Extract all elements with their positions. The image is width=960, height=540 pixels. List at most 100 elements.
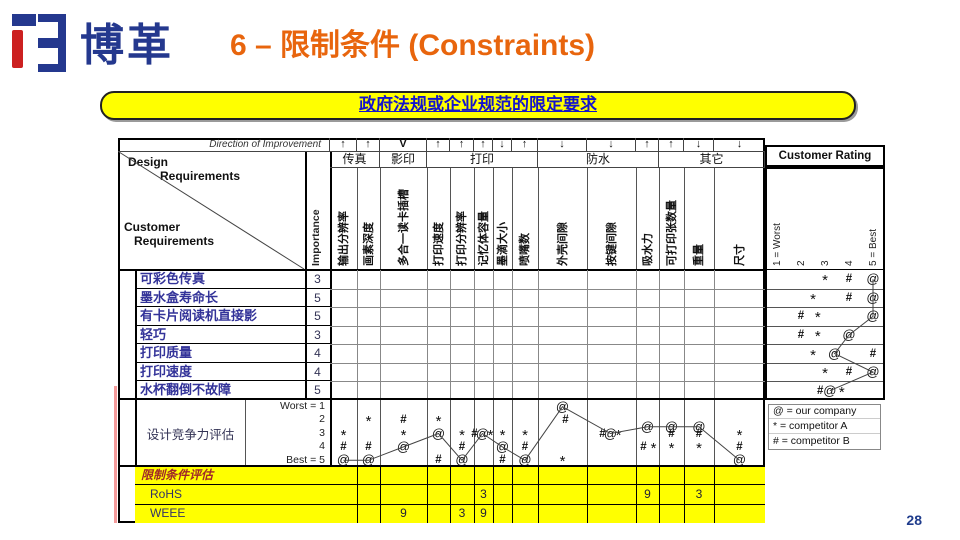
rating-scale-label: 5 = Best xyxy=(867,229,879,266)
rating-scale-label: 4 xyxy=(843,260,855,266)
constraint-value: 3 xyxy=(480,487,487,501)
grid-line xyxy=(135,270,137,523)
grid-line xyxy=(357,467,358,523)
doi-arrow: ↓ xyxy=(684,138,714,152)
grid-line xyxy=(450,168,451,270)
constraint-row-label: RoHS xyxy=(150,487,183,501)
grid-line xyxy=(330,325,765,327)
grid-line xyxy=(450,400,451,467)
doi-arrow: ↑ xyxy=(357,138,380,152)
grid-line xyxy=(538,168,539,270)
grid-line xyxy=(636,467,637,523)
rating-mark: @ xyxy=(866,308,880,324)
column-label: 记忆体容量 xyxy=(477,211,490,266)
grid-line xyxy=(245,400,246,467)
importance-value: 5 xyxy=(305,289,330,308)
column-label: 吸水力 xyxy=(641,233,654,266)
customer-rating-header: Customer Rating xyxy=(765,145,885,167)
legend-box xyxy=(768,404,881,450)
grid-line xyxy=(512,168,513,270)
rating-mark: * xyxy=(822,365,828,383)
importance-value: 5 xyxy=(305,307,330,326)
rating-mark: # xyxy=(845,366,853,379)
req-row-label: 墨水盒寿命长 xyxy=(136,289,305,308)
grid-line xyxy=(305,152,307,400)
req-row-label: 打印速度 xyxy=(136,363,305,382)
grid-line xyxy=(330,307,765,309)
doi-arrow: ↑ xyxy=(474,138,493,152)
grid-line xyxy=(493,270,494,400)
group-header: 打印 xyxy=(427,152,538,168)
assessment-scale-label: 4 xyxy=(319,440,325,453)
rating-scale-label: 3 xyxy=(819,260,831,266)
assessment-mark: # xyxy=(562,414,569,427)
column-label: 输出分辨率 xyxy=(337,211,350,266)
grid-line xyxy=(380,270,381,400)
grid-line xyxy=(684,400,685,467)
logo-red-bar xyxy=(12,30,23,68)
legend-row: @ = our company xyxy=(769,404,880,419)
grid-line xyxy=(587,168,588,270)
legend-row: * = competitor A xyxy=(769,419,880,434)
rating-mark: * xyxy=(814,309,821,327)
grid-line xyxy=(538,270,539,400)
logo-blue-bar xyxy=(12,14,36,26)
logo-text: 博革 xyxy=(80,21,174,70)
req-row-label: 可彩色传真 xyxy=(136,270,305,289)
grid-line xyxy=(330,381,765,383)
grid-line xyxy=(659,400,660,467)
page-title: 6 – 限制条件 (Constraints) xyxy=(230,29,596,62)
grid-line xyxy=(427,467,428,523)
column-label: 打印速度 xyxy=(432,222,445,266)
bogee-logo: 博革 xyxy=(10,6,174,76)
grid-line xyxy=(118,398,765,400)
rating-mark: @ xyxy=(866,364,880,380)
grid-line xyxy=(474,467,475,523)
grid-line xyxy=(587,467,588,523)
column-label: 重量 xyxy=(693,244,705,266)
grid-line xyxy=(538,467,539,523)
constraint-value: 9 xyxy=(400,506,407,520)
grid-line xyxy=(493,467,494,523)
rating-mark: # xyxy=(845,291,853,304)
grid-line xyxy=(767,344,883,346)
importance-value: 3 xyxy=(305,270,330,289)
grid-line xyxy=(636,270,637,400)
req-row-label: 轻巧 xyxy=(136,326,305,345)
page-number: 28 xyxy=(906,512,922,528)
column-label: 可打印张数量 xyxy=(665,200,678,266)
doi-arrow: V xyxy=(380,138,427,152)
grid-line xyxy=(512,467,513,523)
rating-mark: @ xyxy=(827,345,842,361)
group-header: 传真 xyxy=(330,152,380,168)
grid-line xyxy=(450,467,451,523)
assessment-mark: * xyxy=(650,439,657,457)
rating-mark: @ xyxy=(842,327,856,342)
importance-label: Importance xyxy=(310,209,323,266)
grid-line xyxy=(587,400,588,467)
rating-mark: * xyxy=(838,383,845,401)
grid-line xyxy=(714,467,715,523)
assessment-mark: * xyxy=(696,439,702,457)
grid-line xyxy=(767,381,883,383)
grid-line xyxy=(512,400,513,467)
customer-rating-panel xyxy=(765,167,885,400)
importance-value: 4 xyxy=(305,344,330,363)
assessment-mark: @ xyxy=(396,438,411,454)
qfd-matrix: Direction of Improvement ↑ ↑ V ↑ ↑ ↑ ↓ ↑ ↓ ↓ ↑ ↑ ↓ ↓ De… xyxy=(114,136,888,528)
column-label: 尺寸 xyxy=(733,244,746,266)
grid-line xyxy=(587,270,588,400)
group-header: 其它 xyxy=(659,152,765,168)
pink-edge-line xyxy=(114,386,117,523)
grid-line xyxy=(330,344,765,346)
rating-mark: * xyxy=(814,328,821,345)
corner-customer-label: Customer xyxy=(124,220,181,234)
grid-line xyxy=(767,325,883,327)
column-label: 多合一读卡插槽 xyxy=(397,189,410,266)
grid-line xyxy=(765,269,885,270)
grid-line xyxy=(684,270,685,400)
rating-mark: # xyxy=(845,273,853,286)
doi-arrow: ↑ xyxy=(450,138,474,152)
grid-line xyxy=(450,270,451,400)
